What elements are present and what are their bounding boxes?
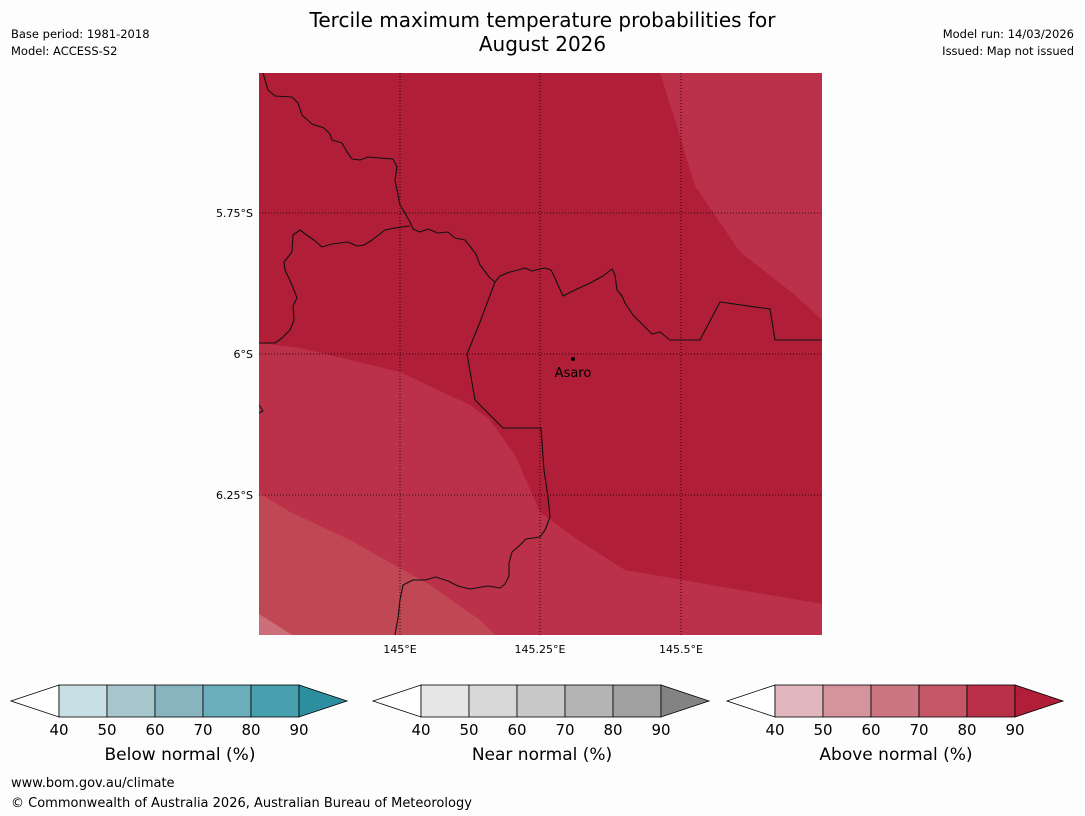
colorbar-below-bin-50 (106, 684, 156, 718)
colorbar-below-tick: 50 (97, 721, 117, 739)
colorbar-near-extend-high (660, 684, 711, 718)
province-borders (259, 73, 822, 635)
colorbar-above-tick: 90 (1005, 721, 1025, 739)
colorbar-below-graphic (10, 684, 349, 718)
colorbar-above-tick: 50 (813, 721, 833, 739)
colorbar-below-tick: 70 (193, 721, 213, 739)
border-west (259, 225, 411, 344)
colorbar-near-bin-70 (564, 684, 614, 718)
colorbar-above-extend-low (726, 684, 776, 718)
map-title-line2: August 2026 (478, 32, 607, 56)
issued-status: Issued: Map not issued (942, 44, 1074, 58)
colorbar-near-tick: 80 (603, 721, 623, 739)
lat-label-2: 6°S (234, 348, 253, 361)
lon-label-3: 145.5°E (659, 643, 703, 656)
colorbar-above-bin-60 (870, 684, 920, 718)
map-band-80-northeast (660, 73, 822, 320)
colorbar-above-graphic (726, 684, 1065, 718)
colorbar-below-extend-high (298, 684, 349, 718)
model-name: Model: ACCESS-S2 (11, 44, 118, 58)
footer-url: www.bom.gov.au/climate (11, 776, 175, 791)
footer-copyright: © Commonwealth of Australia 2026, Austra… (11, 796, 472, 811)
colorbar-near-tick: 70 (555, 721, 575, 739)
colorbar-below-bin-80 (250, 684, 300, 718)
colorbar-near-tick: 60 (507, 721, 527, 739)
map-title: Tercile maximum temperature probabilitie… (0, 8, 1085, 56)
base-period: Base period: 1981-2018 (11, 27, 150, 41)
colorbar-above-normal: 40 50 60 70 80 90 Above normal (%) (726, 684, 1066, 774)
colorbar-above-extend-high (1014, 684, 1065, 718)
meta-right: Model run: 14/03/2026 Issued: Map not is… (942, 26, 1074, 60)
colorbar-below-title: Below normal (%) (104, 745, 256, 765)
map-gridlines (259, 73, 822, 635)
colorbar-below-bin-40 (58, 684, 108, 718)
place-label: Asaro (555, 366, 592, 381)
colorbar-near-graphic (372, 684, 711, 718)
border-east (494, 267, 822, 341)
colorbar-above-bin-70 (918, 684, 968, 718)
colorbar-near-extend-low (372, 684, 422, 718)
colorbar-below-bin-60 (154, 684, 204, 718)
colorbar-below-tick: 60 (145, 721, 165, 739)
colorbar-below-tick: 80 (241, 721, 261, 739)
lon-label-2: 145.25°E (515, 643, 566, 656)
colorbar-below-tick: 90 (289, 721, 309, 739)
model-run: Model run: 14/03/2026 (942, 27, 1074, 41)
colorbar-above-tick: 40 (765, 721, 785, 739)
colorbar-near-bin-40 (420, 684, 470, 718)
colorbar-above-tick: 70 (909, 721, 929, 739)
lat-label-1: 5.75°S (216, 207, 253, 220)
colorbar-above-title: Above normal (%) (819, 745, 973, 765)
lon-label-1: 145°E (383, 643, 416, 656)
colorbar-near-bin-60 (516, 684, 566, 718)
colorbar-above-tick: 80 (957, 721, 977, 739)
border-south (394, 281, 551, 635)
map-band-70 (259, 493, 495, 635)
colorbar-near-tick: 90 (651, 721, 671, 739)
colorbar-above-bin-40 (774, 684, 824, 718)
map: Asaro 5.75°S 6°S 6.25°S 145°E 145.25°E 1… (216, 73, 822, 656)
map-title-line1: Tercile maximum temperature probabilitie… (309, 8, 776, 32)
border-northwest (262, 73, 496, 283)
meta-left: Base period: 1981-2018 Model: ACCESS-S2 (11, 26, 150, 60)
place-marker (571, 357, 575, 361)
colorbar-below-bin-70 (202, 684, 252, 718)
border-west-fragment (259, 404, 264, 414)
colorbar-near-tick: 50 (459, 721, 479, 739)
colorbar-below-extend-low (10, 684, 60, 718)
colorbar-below-normal: 40 50 60 70 80 90 Below normal (%) (10, 684, 350, 774)
map-layers (259, 73, 822, 635)
colorbar-near-ticks: 40 50 60 70 80 90 (372, 721, 712, 741)
colorbar-near-normal: 40 50 60 70 80 90 Near normal (%) (372, 684, 712, 774)
colorbar-near-tick: 40 (411, 721, 431, 739)
colorbar-below-tick: 40 (49, 721, 69, 739)
colorbar-above-tick: 60 (861, 721, 881, 739)
colorbar-near-bin-80 (612, 684, 662, 718)
colorbar-near-title: Near normal (%) (471, 745, 613, 765)
lat-label-3: 6.25°S (216, 489, 253, 502)
colorbar-above-bin-50 (822, 684, 872, 718)
colorbar-above-ticks: 40 50 60 70 80 90 (726, 721, 1066, 741)
colorbar-below-ticks: 40 50 60 70 80 90 (10, 721, 350, 741)
map-band-60 (259, 614, 293, 635)
colorbar-near-bin-50 (468, 684, 518, 718)
colorbar-above-bin-80 (966, 684, 1016, 718)
